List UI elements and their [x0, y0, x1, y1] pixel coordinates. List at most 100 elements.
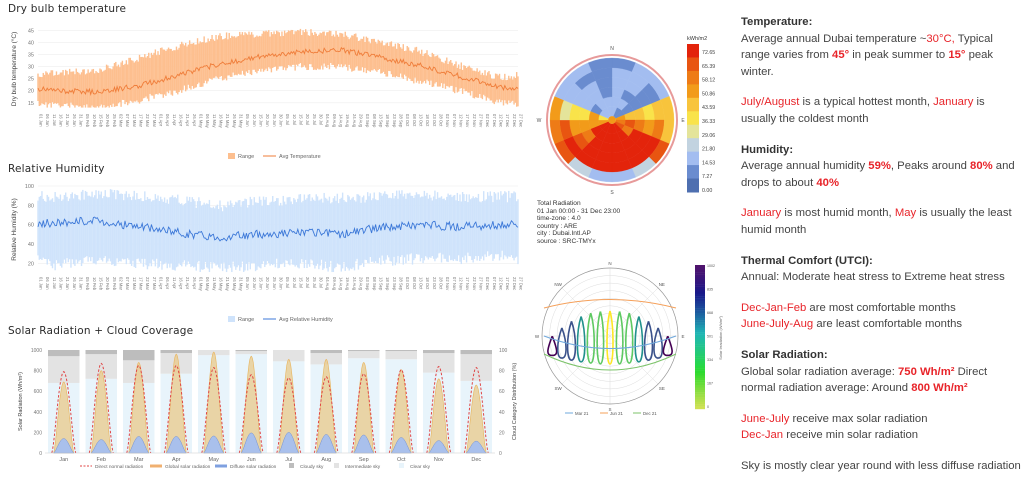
x-tick-label: 14 Aug	[339, 277, 344, 291]
x-tick-label: 20 Jun	[265, 277, 270, 290]
x-tick-label: 18 Sep	[385, 277, 390, 291]
jun21-path	[543, 299, 677, 309]
cloudy-sky-bar	[310, 350, 342, 354]
x-tick-label: 10 Jun	[252, 277, 257, 290]
x-tick-label: 03 Oct	[405, 114, 410, 127]
colorbar-step	[695, 339, 705, 342]
colorbar-step	[695, 401, 705, 405]
global-radiation-area	[428, 378, 450, 454]
x-tick-label: 01 Apr	[159, 114, 164, 127]
x-tick-label: 05 Jul	[285, 277, 290, 288]
x-tick-label: Feb	[97, 457, 106, 463]
highlight: 80%	[970, 160, 993, 173]
legend-swatch	[334, 463, 339, 468]
diffuse-radiation-area	[53, 438, 75, 454]
x-tick-label: 30 Jun	[279, 114, 284, 127]
x-tick-label: May	[209, 457, 220, 463]
x-tick-label: 10 Feb	[92, 114, 97, 128]
x-tick-label: 22 Mar	[145, 114, 150, 128]
x-tick-label: 10 Feb	[92, 277, 97, 291]
colorbar-step	[695, 361, 705, 364]
x-tick-label: Nov	[434, 457, 444, 463]
y-tick-label: 1000	[31, 348, 42, 354]
x-tick-label: 02 Mar	[119, 114, 124, 128]
colorbar-step	[695, 370, 705, 374]
colorbar-step	[695, 298, 705, 302]
y-tick-label: 200	[34, 430, 43, 436]
colorbar-step	[695, 349, 705, 352]
colorbar-tick: 501	[707, 335, 713, 339]
colorbar-tick: 0	[707, 405, 709, 409]
colorbar-step	[695, 284, 705, 287]
x-tick-label: 28 Sep	[399, 114, 404, 128]
x-tick-label: 26 Jan	[72, 114, 77, 127]
y-axis-label: Dry bulb temperature (°C)	[10, 32, 18, 106]
solar-chart-title: Solar Radiation + Cloud Coverage	[8, 325, 194, 337]
y-axis-label: Solar Radiation (Wh/m²)	[18, 372, 24, 431]
colorbar-step	[695, 322, 705, 326]
note-text: , Peaks around	[890, 160, 971, 173]
cloudy-sky-bar	[160, 350, 192, 354]
y-right-axis-label: Cloud Category Distribution (%)	[512, 363, 518, 441]
x-tick-label: 12 Nov	[459, 277, 464, 291]
y-right-tick-label: 60	[499, 389, 505, 395]
x-tick-label: 11 May	[212, 277, 217, 291]
colorbar-step	[687, 97, 699, 112]
global-radiation-area	[240, 355, 262, 454]
x-tick-label: 19 Aug	[345, 277, 350, 291]
x-tick-label: 20 Jun	[265, 114, 270, 127]
note-text: are most comfortable months	[806, 301, 956, 314]
x-tick-label: 17 Mar	[139, 114, 144, 128]
x-tick-label: Apr	[172, 457, 181, 463]
legend-label: Global solar radiation	[165, 464, 211, 470]
x-tick-label: 02 Nov	[445, 114, 450, 128]
colorbar-tick: 43.59	[702, 105, 715, 111]
colorbar-step	[695, 317, 705, 321]
thermal-heading: Thermal Comfort (UTCI):	[741, 254, 873, 267]
note-text: Global solar radiation average:	[741, 365, 898, 378]
x-tick-label: 20 Jul	[305, 277, 310, 288]
x-tick-label: 17 Mar	[139, 277, 144, 291]
x-tick-label: 28 Oct	[439, 277, 444, 290]
solar-heading: Solar Radiation:	[741, 348, 828, 361]
note-text: Annual: Moderate heat stress to Extreme …	[741, 271, 1005, 284]
global-radiation-area	[315, 358, 337, 454]
solar-notes: Solar Radiation: Global solar radiation …	[741, 347, 1021, 397]
colorbar-label: Solar Irradiation (Wh/m²)	[718, 315, 723, 359]
x-tick-label: 26 May	[232, 114, 237, 129]
x-tick-label: 06 Jan	[45, 114, 50, 127]
legend-label: Range	[238, 317, 254, 323]
intermediate-sky-bar	[385, 351, 417, 360]
x-tick-label: Oct	[397, 457, 406, 463]
highlight: June-July	[741, 412, 790, 425]
temperature-chart: 15 20 25 30 35 40 45 Dry bulb temperature (°C) 0…	[10, 28, 524, 160]
x-tick-label: 21 Apr	[185, 114, 190, 127]
direct-normal-line	[463, 366, 489, 454]
x-tick-label: 15 Jun	[259, 277, 264, 290]
temperature-chart-title: Dry bulb temperature	[8, 3, 127, 15]
avg-line	[37, 216, 519, 242]
radiation-info-line: country : ARE	[537, 222, 578, 230]
analemma	[662, 335, 673, 357]
temperature-notes: Temperature: Average annual Dubai temper…	[741, 14, 1021, 80]
x-tick-label: 27 Nov	[479, 277, 484, 291]
x-tick-label: 15 Feb	[99, 114, 104, 128]
colorbar-step	[695, 337, 705, 340]
x-tick-label: 21 May	[225, 114, 230, 129]
highlight: 750 Wh/m²	[898, 365, 955, 378]
direct-normal-line	[426, 365, 452, 454]
cloudy-sky-bar	[348, 350, 380, 352]
x-tick-label: 11 Apr	[172, 277, 177, 289]
x-tick-label: 03 Oct	[405, 277, 410, 290]
note-text: is a typical hottest month,	[799, 96, 934, 109]
x-tick-label: 02 Nov	[445, 277, 450, 291]
azimuth-line	[609, 287, 659, 337]
colorbar-step	[695, 351, 705, 354]
y-tick-label: 20	[28, 261, 34, 267]
colorbar-step	[695, 332, 705, 335]
y-tick-label: 400	[34, 410, 43, 416]
azimuth-line	[609, 335, 659, 385]
x-tick-label: 10 Jul	[292, 114, 297, 125]
x-tick-label: 18 Oct	[425, 114, 430, 127]
intermediate-sky-bar	[48, 356, 80, 383]
